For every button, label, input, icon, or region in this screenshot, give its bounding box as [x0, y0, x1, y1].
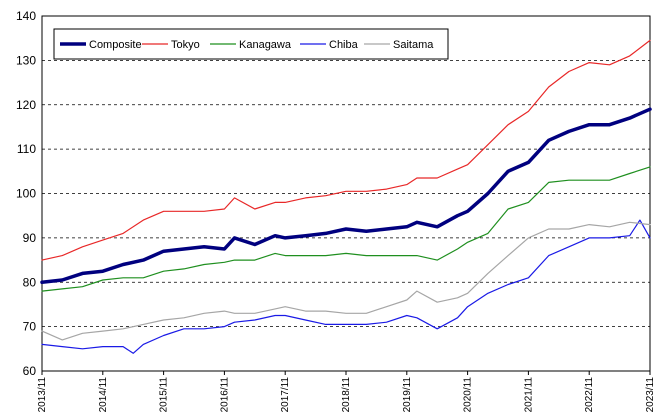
y-tick-label: 60	[23, 364, 37, 378]
series-line-chiba	[41, 219, 651, 354]
legend: Composite Tokyo Kanagawa Chiba Saitama	[53, 28, 449, 60]
series-line-composite	[40, 107, 652, 285]
x-tick-label: 2021/11	[523, 377, 534, 413]
x-tick-label: 2023/11	[645, 377, 656, 413]
axes-layer: 60 70 80 90 100 110 120 130 140 2013/11 2014/11 201…	[16, 9, 656, 412]
y-tick-label: 70	[23, 320, 37, 334]
legend-label-kanagawa: Kanagawa	[239, 39, 292, 51]
x-tick-label: 2018/11	[341, 377, 352, 413]
x-tick-label: 2017/11	[280, 377, 291, 413]
y-tick-label: 140	[16, 9, 36, 23]
y-tick-label: 80	[23, 275, 37, 289]
series-line-tokyo	[41, 39, 651, 261]
x-tick-label: 2020/11	[463, 377, 474, 413]
legend-label-chiba: Chiba	[329, 39, 359, 51]
y-tick-label: 100	[16, 187, 36, 201]
legend-label-tokyo: Tokyo	[171, 39, 200, 51]
x-tick-label: 2015/11	[159, 377, 170, 413]
series-line-kanagawa	[41, 166, 651, 292]
series-line-saitama	[41, 221, 651, 341]
legend-label-saitama: Saitama	[393, 39, 434, 51]
x-tick-label: 2014/11	[98, 377, 109, 413]
y-tick-label: 120	[16, 98, 36, 112]
legend-label-composite: Composite	[89, 39, 142, 51]
y-tick-label: 130	[16, 53, 36, 67]
x-tick-label: 2016/11	[219, 377, 230, 413]
y-tick-label: 90	[23, 231, 37, 245]
x-tick-label: 2013/11	[37, 377, 48, 413]
x-tick-label: 2019/11	[402, 377, 413, 413]
series-layer	[40, 39, 652, 354]
y-tick-label: 110	[17, 142, 36, 156]
x-tick-label: 2022/11	[584, 377, 595, 413]
